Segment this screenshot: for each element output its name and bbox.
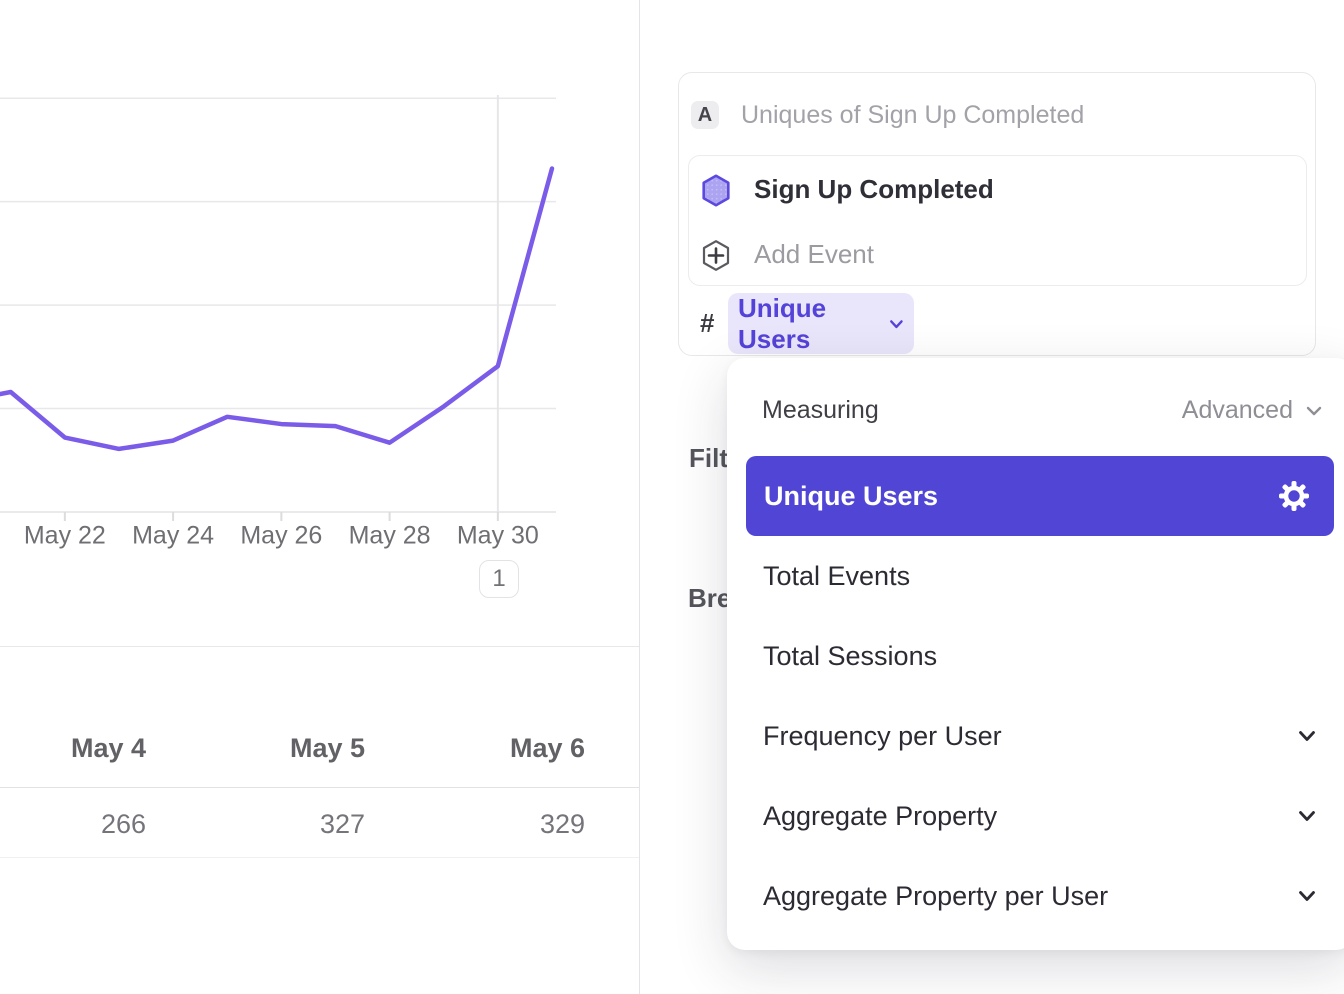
series-letter-badge: A xyxy=(691,101,719,129)
menu-item-label: Frequency per User xyxy=(763,720,1002,751)
svg-text:May 30: May 30 xyxy=(457,522,539,550)
chevron-down-icon xyxy=(1299,731,1315,741)
menu-item-aggregate-property-per-user[interactable]: Aggregate Property per User xyxy=(746,856,1334,936)
menu-item-aggregate-property[interactable]: Aggregate Property xyxy=(746,776,1334,856)
breakdown-section-heading: Bre xyxy=(688,583,732,613)
annotation-marker-badge[interactable]: 1 xyxy=(479,560,519,598)
table-value-may4: 266 xyxy=(100,809,146,839)
advanced-mode-toggle[interactable]: Advanced xyxy=(1182,396,1325,425)
selected-item-label: Unique Users xyxy=(764,480,939,511)
chevron-down-icon xyxy=(890,319,903,328)
table-header-may6: May 6 xyxy=(509,733,585,763)
metric-selector-label: Unique Users xyxy=(738,292,827,354)
add-event-icon[interactable] xyxy=(701,239,731,272)
advanced-mode-label: Advanced xyxy=(1181,396,1293,424)
measuring-dropdown-menu: Measuring Advanced Unique Users xyxy=(727,358,1344,950)
pane-divider xyxy=(639,0,640,994)
event-card: Sign Up Completed Add Event xyxy=(688,155,1307,286)
table-row-divider xyxy=(0,857,639,858)
filter-section-heading: Filt xyxy=(689,443,728,473)
svg-text:May 26: May 26 xyxy=(240,522,322,550)
menu-item-total-events[interactable]: Total Events xyxy=(746,536,1334,616)
add-event-button[interactable]: Add Event xyxy=(754,239,874,269)
event-hexagon-icon xyxy=(702,174,730,207)
svg-text:May 22: May 22 xyxy=(24,522,106,550)
gear-icon[interactable] xyxy=(1278,480,1310,512)
menu-item-label: Aggregate Property xyxy=(763,800,998,831)
menu-item-label: Total Sessions xyxy=(763,640,938,671)
table-header-divider xyxy=(0,787,639,788)
menu-item-label: Aggregate Property per User xyxy=(763,880,1109,911)
menu-item-frequency-per-user[interactable]: Frequency per User xyxy=(746,696,1334,776)
count-symbol: # xyxy=(700,308,715,338)
menu-item-label: Total Events xyxy=(763,560,911,591)
table-value-may6: 329 xyxy=(539,809,585,839)
chart-pane: May 22 May 24 May 26 May 28 May 30 1 May 4 M… xyxy=(0,0,639,994)
menu-item-unique-users-selected[interactable]: Unique Users xyxy=(746,456,1334,536)
svg-text:May 24: May 24 xyxy=(132,522,214,550)
table-header-may5: May 5 xyxy=(289,733,365,763)
chevron-down-icon xyxy=(1299,811,1315,821)
table-value-may5: 327 xyxy=(319,809,365,839)
line-chart[interactable]: May 22 May 24 May 26 May 28 May 30 xyxy=(0,0,640,650)
measuring-menu-title: Measuring xyxy=(762,396,879,424)
table-top-divider xyxy=(0,646,639,647)
metric-selector-button[interactable]: Unique Users xyxy=(728,293,914,354)
chevron-down-icon xyxy=(1299,891,1315,901)
svg-text:May 28: May 28 xyxy=(349,522,431,550)
table-header-may4: May 4 xyxy=(70,733,146,763)
chevron-down-icon xyxy=(1306,406,1322,415)
event-name[interactable]: Sign Up Completed xyxy=(754,174,994,204)
series-title: Uniques of Sign Up Completed xyxy=(741,101,1085,129)
query-series-card: A Uniques of Sign Up Completed Sign Up C… xyxy=(678,72,1316,356)
menu-item-total-sessions[interactable]: Total Sessions xyxy=(746,616,1334,696)
